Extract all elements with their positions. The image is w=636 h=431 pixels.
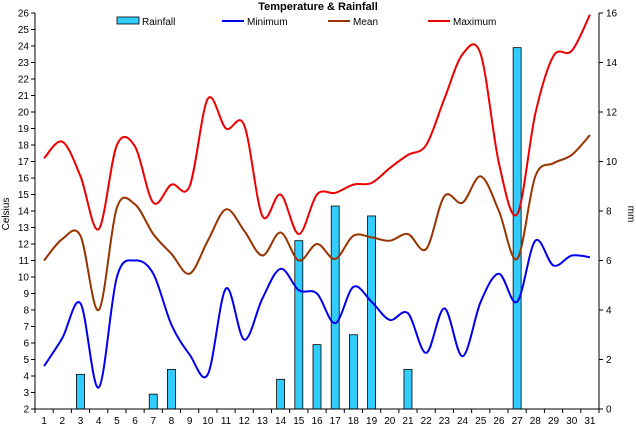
mean-line	[43, 134, 591, 312]
x-tick-label: 12	[239, 416, 251, 427]
rainfall-bar	[167, 368, 176, 410]
rainfall-bar	[148, 393, 158, 410]
rainfall-bar	[403, 368, 413, 410]
y2-tick-label: 14	[606, 58, 618, 69]
tick-labels: 2345678910111213141516171819202122232425…	[18, 9, 618, 428]
axes	[31, 12, 603, 413]
x-tick-label: 26	[493, 416, 505, 427]
y-axis-title: Celsius	[1, 198, 12, 231]
rainfall-bar	[312, 344, 322, 410]
rainfall-bar	[330, 205, 340, 410]
x-tick-label: 24	[457, 416, 469, 427]
y-tick-label: 19	[18, 124, 30, 135]
legend-label: Mean	[353, 17, 378, 28]
x-tick-label: 13	[257, 416, 269, 427]
y2-tick-label: 8	[606, 207, 612, 218]
y-tick-label: 24	[18, 42, 30, 53]
y-tick-label: 11	[19, 256, 30, 267]
x-tick-label: 9	[187, 416, 193, 427]
y-tick-label: 23	[18, 58, 30, 69]
x-tick-label: 2	[60, 416, 66, 427]
rainfall-bars	[76, 47, 522, 410]
y2-tick-label: 12	[606, 108, 618, 119]
y-tick-label: 4	[23, 372, 29, 383]
y-tick-label: 10	[18, 273, 30, 284]
x-tick-label: 1	[41, 416, 47, 427]
x-tick-label: 29	[548, 416, 560, 427]
y2-tick-label: 4	[606, 306, 612, 317]
x-tick-label: 28	[530, 416, 542, 427]
rainfall-bar	[276, 378, 286, 410]
y-tick-label: 25	[18, 25, 30, 36]
legend-swatch-rainfall	[116, 16, 140, 25]
rainfall-bar	[512, 47, 522, 410]
y-tick-label: 7	[23, 322, 29, 333]
x-tick-label: 22	[421, 416, 433, 427]
y2-tick-label: 2	[606, 355, 612, 366]
y-tick-label: 6	[23, 339, 29, 350]
y-tick-label: 21	[18, 91, 30, 102]
x-tick-label: 11	[221, 416, 232, 427]
rainfall-bar	[76, 373, 85, 410]
y-tick-label: 18	[18, 141, 30, 152]
y-tick-label: 13	[18, 223, 30, 234]
y2-tick-label: 16	[606, 9, 618, 20]
y-tick-label: 5	[23, 355, 29, 366]
x-tick-label: 7	[150, 416, 156, 427]
x-tick-label: 8	[169, 416, 175, 427]
temperature-lines	[43, 14, 591, 389]
legend-label: Minimum	[247, 17, 288, 28]
x-tick-label: 18	[348, 416, 360, 427]
x-tick-label: 27	[512, 416, 524, 427]
x-tick-label: 3	[78, 416, 84, 427]
x-tick-label: 14	[275, 416, 287, 427]
y-tick-label: 15	[18, 190, 30, 201]
rainfall-bar	[348, 334, 358, 410]
x-tick-label: 20	[384, 416, 396, 427]
x-tick-label: 31	[584, 416, 596, 427]
y-tick-label: 26	[18, 9, 30, 20]
y-tick-label: 2	[23, 405, 29, 416]
legend: Rainfall Minimum Mean Maximum	[116, 16, 496, 28]
x-tick-label: 10	[202, 416, 214, 427]
y2-axis-title: mm	[625, 206, 636, 223]
x-tick-label: 19	[366, 416, 378, 427]
x-tick-label: 17	[330, 416, 342, 427]
y-tick-label: 14	[18, 207, 30, 218]
x-tick-label: 21	[402, 416, 414, 427]
y-tick-label: 22	[18, 75, 30, 86]
chart-title: Temperature & Rainfall	[258, 1, 378, 13]
legend-label: Rainfall	[142, 17, 175, 28]
y2-tick-label: 10	[606, 157, 618, 168]
maximum-line	[43, 14, 591, 236]
legend-label: Maximum	[453, 17, 496, 28]
y-tick-label: 16	[18, 174, 30, 185]
x-tick-label: 5	[114, 416, 120, 427]
x-tick-label: 4	[96, 416, 102, 427]
x-tick-label: 15	[293, 416, 305, 427]
y-tick-label: 9	[23, 289, 29, 300]
x-tick-label: 23	[439, 416, 451, 427]
y2-tick-label: 6	[606, 256, 612, 267]
minimum-line	[43, 238, 591, 389]
x-tick-label: 30	[566, 416, 578, 427]
y-tick-label: 3	[23, 388, 29, 399]
rainfall-bar	[294, 240, 304, 410]
y2-tick-label: 0	[606, 405, 612, 416]
rainfall-bar	[367, 215, 376, 410]
x-tick-label: 6	[132, 416, 138, 427]
y-tick-label: 17	[18, 157, 30, 168]
y-tick-label: 20	[18, 108, 30, 119]
y-tick-label: 8	[23, 306, 29, 317]
x-tick-label: 16	[311, 416, 323, 427]
y-tick-label: 12	[18, 240, 30, 251]
x-tick-label: 25	[475, 416, 487, 427]
